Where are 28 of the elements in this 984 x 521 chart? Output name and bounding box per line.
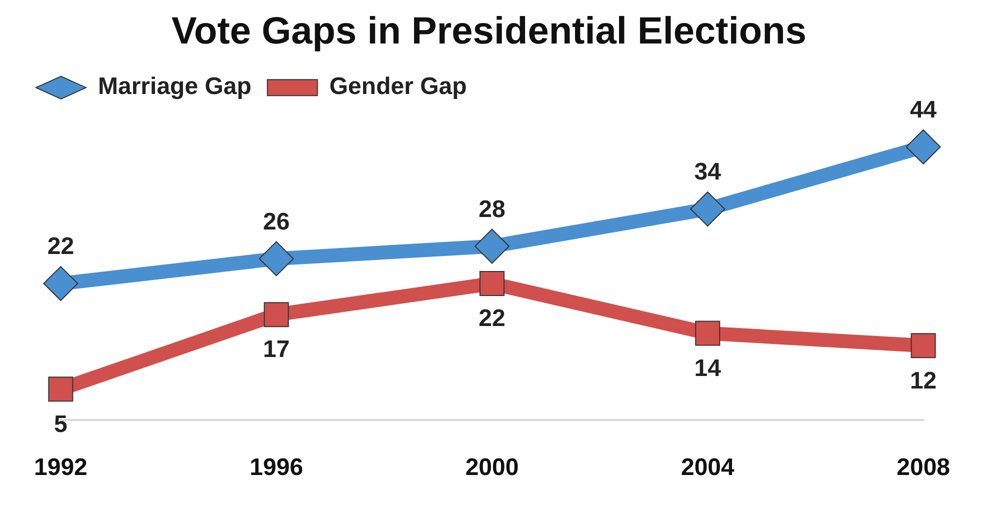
data-label: 17 [262,336,290,364]
data-label: 44 [910,96,938,124]
point [474,228,510,264]
point [264,302,289,328]
data-label: 14 [694,354,722,382]
point [910,333,936,358]
point [48,376,74,402]
chart-title: Vote Gaps in Presidential Elections [172,10,806,52]
data-label: 12 [910,367,937,394]
data-label: 22 [47,233,74,260]
data-label: 26 [262,208,290,236]
point [43,266,78,302]
point [479,271,505,296]
point [690,191,726,226]
data-label: 22 [478,305,506,332]
legend-label: Gender Gap [329,73,467,100]
data-label: 5 [54,410,68,438]
x-tick-label: 1996 [250,454,304,482]
point [258,241,294,276]
x-tick-label: 2004 [680,454,735,482]
point [695,320,720,346]
data-label: 28 [478,196,506,223]
point [906,129,941,164]
data-label: 34 [694,158,722,186]
legend-label: Marriage Gap [98,73,252,100]
x-tick-label: 2000 [465,454,519,482]
x-tick-label: 1992 [34,454,88,482]
x-tick-label: 2008 [896,454,950,482]
